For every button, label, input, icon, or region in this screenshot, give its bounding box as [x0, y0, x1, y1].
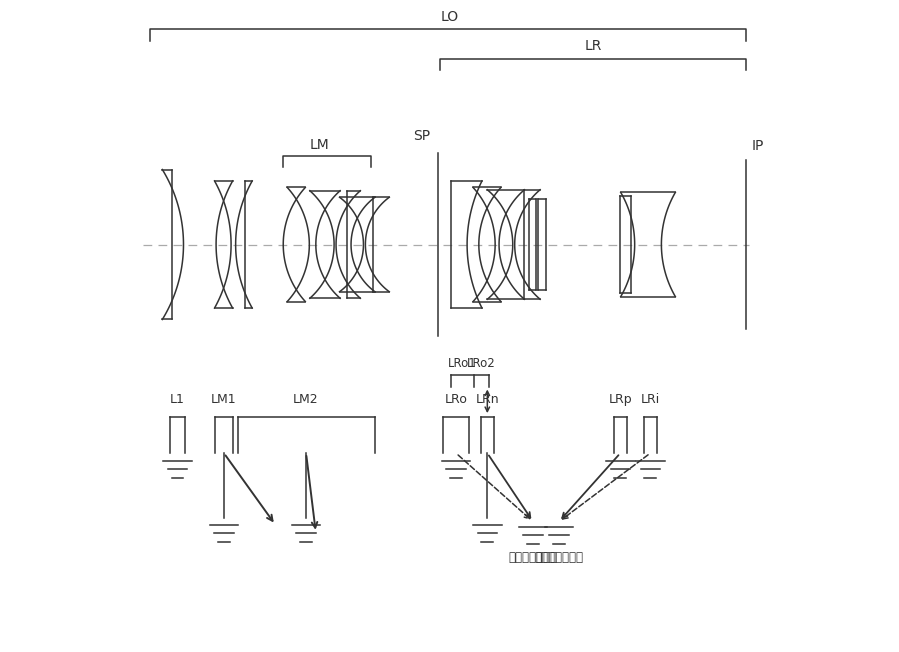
- Text: LR: LR: [584, 40, 601, 53]
- Text: LRo: LRo: [445, 393, 467, 406]
- Text: L1: L1: [170, 393, 185, 406]
- Text: （フォーカス）: （フォーカス）: [509, 551, 557, 564]
- Text: LM2: LM2: [293, 393, 319, 406]
- Text: LRi: LRi: [641, 393, 660, 406]
- Text: LRn: LRn: [476, 393, 499, 406]
- Text: LRp: LRp: [609, 393, 632, 406]
- Text: SP: SP: [414, 130, 431, 143]
- Text: IP: IP: [752, 140, 764, 153]
- Text: LO: LO: [441, 10, 458, 24]
- Text: （フォーカス）: （フォーカス）: [535, 551, 583, 564]
- Text: LM1: LM1: [211, 393, 236, 406]
- Text: LM: LM: [309, 138, 329, 152]
- Text: LRo2: LRo2: [467, 357, 495, 370]
- Text: LRo1: LRo1: [449, 357, 476, 370]
